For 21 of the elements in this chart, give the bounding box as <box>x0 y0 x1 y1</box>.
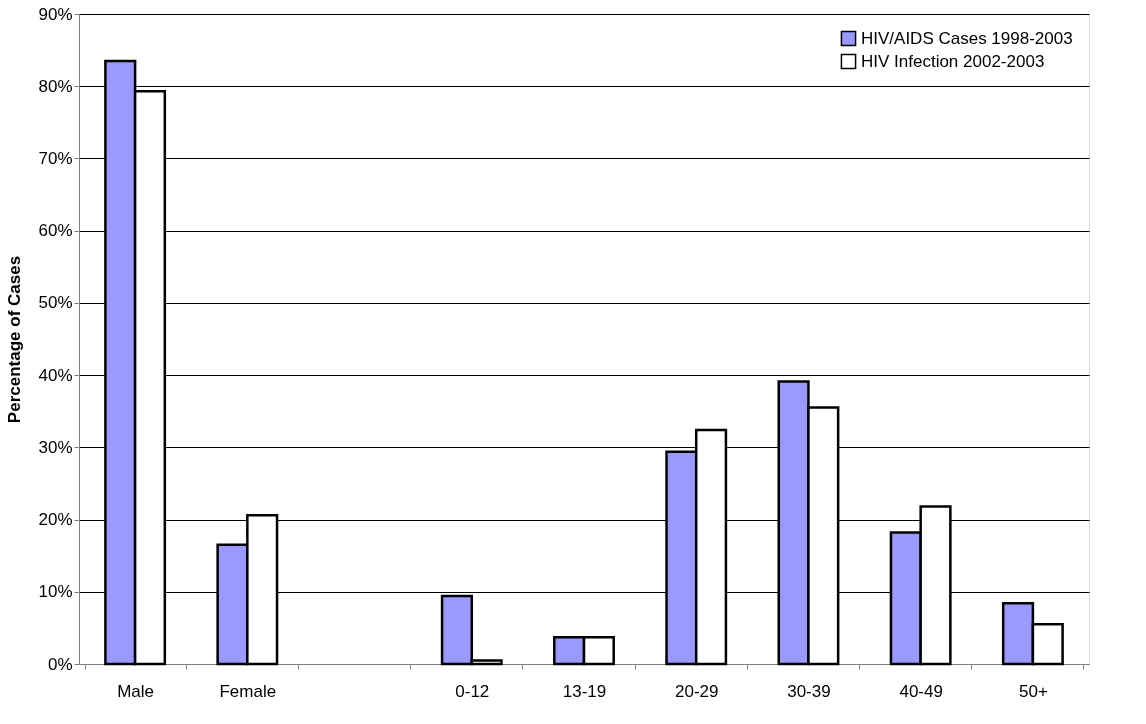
x-tick-label: 13-19 <box>562 681 607 701</box>
y-tick-label: 20% <box>38 510 73 530</box>
y-tick-label: 10% <box>38 582 73 602</box>
y-tick-label: 70% <box>38 148 73 168</box>
legend-label: HIV Infection 2002-2003 <box>861 51 1045 71</box>
y-tick-label: 80% <box>38 76 73 96</box>
legend-label: HIV/AIDS Cases 1998-2003 <box>861 28 1073 48</box>
y-tick-label: 40% <box>38 365 73 385</box>
y-axis-title: Percentage of Cases <box>5 255 25 424</box>
y-tick-label: 90% <box>38 4 73 24</box>
y-tick-label: 60% <box>38 221 73 241</box>
y-tick-label: 0% <box>47 654 73 674</box>
x-tick-label: 20-29 <box>674 681 719 701</box>
x-tick-label: 0-12 <box>455 681 490 701</box>
x-tick-label: 50+ <box>1018 681 1048 701</box>
x-tick-label: Female <box>219 681 277 701</box>
x-tick-label: Male <box>117 681 155 701</box>
x-tick-label: 40-49 <box>899 681 943 701</box>
x-tick-label: 30-39 <box>787 681 831 701</box>
y-tick-label: 50% <box>38 293 73 313</box>
y-tick-label: 30% <box>38 437 73 457</box>
